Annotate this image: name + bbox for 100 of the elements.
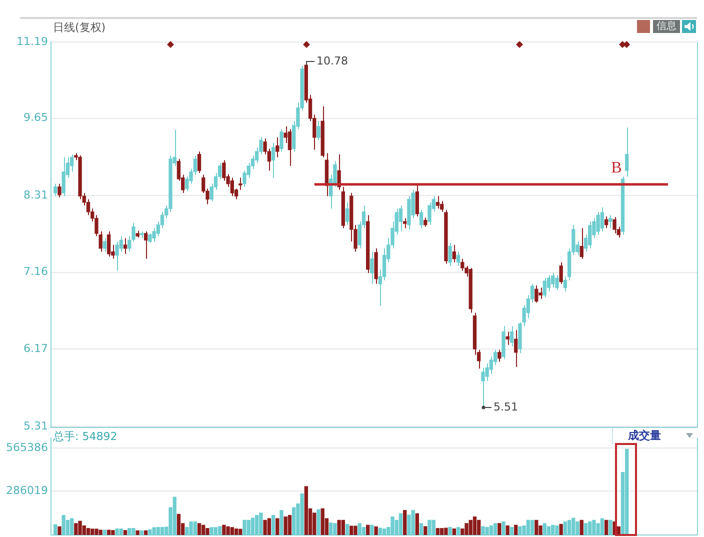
candlestick [148, 232, 152, 244]
bar [222, 524, 226, 535]
bar [316, 509, 320, 535]
bar [374, 526, 378, 535]
candlestick [460, 258, 464, 272]
bar [106, 530, 111, 535]
bar [456, 526, 460, 535]
bar [572, 518, 576, 535]
bar [119, 528, 123, 535]
bar [176, 514, 181, 535]
bar [580, 520, 584, 535]
bar [493, 523, 498, 535]
bar [263, 520, 267, 535]
bar [234, 528, 238, 535]
bar [128, 528, 132, 535]
candlestick [452, 244, 456, 263]
bar [555, 525, 559, 535]
bar [242, 520, 246, 535]
candlestick [534, 284, 538, 304]
bar [398, 513, 403, 535]
candlestick [588, 221, 592, 249]
text: 信息 [653, 20, 680, 33]
bar [526, 520, 530, 535]
bar [172, 496, 176, 535]
bar [510, 526, 514, 535]
candlestick [555, 274, 559, 290]
bar [284, 516, 288, 535]
bar [90, 528, 94, 535]
bar [300, 493, 304, 535]
y-tick-label: 7.16 [24, 265, 48, 278]
candlestick [230, 177, 234, 197]
y-tick-label: 9.65 [24, 111, 48, 124]
y-tick-label: 8.31 [24, 188, 48, 202]
bar [333, 523, 337, 535]
bar [152, 527, 156, 535]
bar [86, 528, 90, 535]
candlestick [604, 216, 608, 229]
bar [304, 486, 308, 535]
candlestick [123, 238, 128, 254]
candlestick [152, 228, 156, 242]
bar [382, 528, 386, 535]
annotation: 总手: 54892 [53, 430, 118, 443]
chart-title: 成交量 [628, 429, 661, 442]
candlestick [238, 177, 242, 190]
bar [140, 530, 144, 535]
bar [280, 510, 284, 535]
candlestick [596, 211, 600, 236]
bar [78, 520, 82, 535]
bar [210, 527, 214, 535]
candlestick [106, 230, 111, 258]
bar [436, 528, 440, 535]
bar [350, 526, 354, 535]
candlestick [506, 331, 510, 346]
bar [292, 507, 296, 535]
bar [345, 524, 350, 535]
bar [362, 526, 366, 535]
candlestick [580, 228, 584, 260]
bar [477, 520, 481, 535]
y-tick-label: 11.19 [16, 34, 48, 48]
bar [378, 528, 382, 535]
candlestick [98, 230, 102, 252]
bar [489, 525, 494, 535]
candlestick [337, 154, 341, 190]
bar [259, 512, 263, 535]
candlestick [222, 160, 226, 182]
candlestick [612, 216, 616, 234]
y-tick-label: 6.17 [24, 342, 48, 355]
candlestick [115, 241, 119, 272]
candlestick [62, 156, 66, 197]
candlestick [419, 209, 424, 229]
bar [366, 524, 370, 535]
bar [136, 530, 140, 535]
candlestick [538, 287, 542, 300]
bar [415, 513, 419, 535]
bar [254, 514, 259, 535]
bar [58, 526, 62, 535]
bar [156, 526, 160, 535]
candlestick [456, 251, 460, 266]
y-tick-label: 286019 [6, 484, 48, 497]
candlestick [102, 238, 107, 252]
bar [625, 448, 629, 535]
bar [485, 526, 489, 535]
bar [123, 530, 128, 535]
candlestick [428, 202, 432, 226]
bar [94, 528, 98, 535]
bar [62, 514, 66, 535]
bar [271, 514, 276, 535]
bar [246, 520, 250, 535]
bar [600, 518, 604, 535]
bar [534, 520, 538, 535]
bar [358, 523, 362, 535]
candlestick [436, 196, 440, 210]
bar [276, 518, 280, 535]
bar [411, 510, 415, 535]
candlestick [398, 204, 403, 232]
bar [567, 520, 572, 535]
bar [250, 518, 255, 535]
bar [502, 521, 506, 535]
bar [432, 520, 436, 535]
bar [546, 526, 551, 535]
